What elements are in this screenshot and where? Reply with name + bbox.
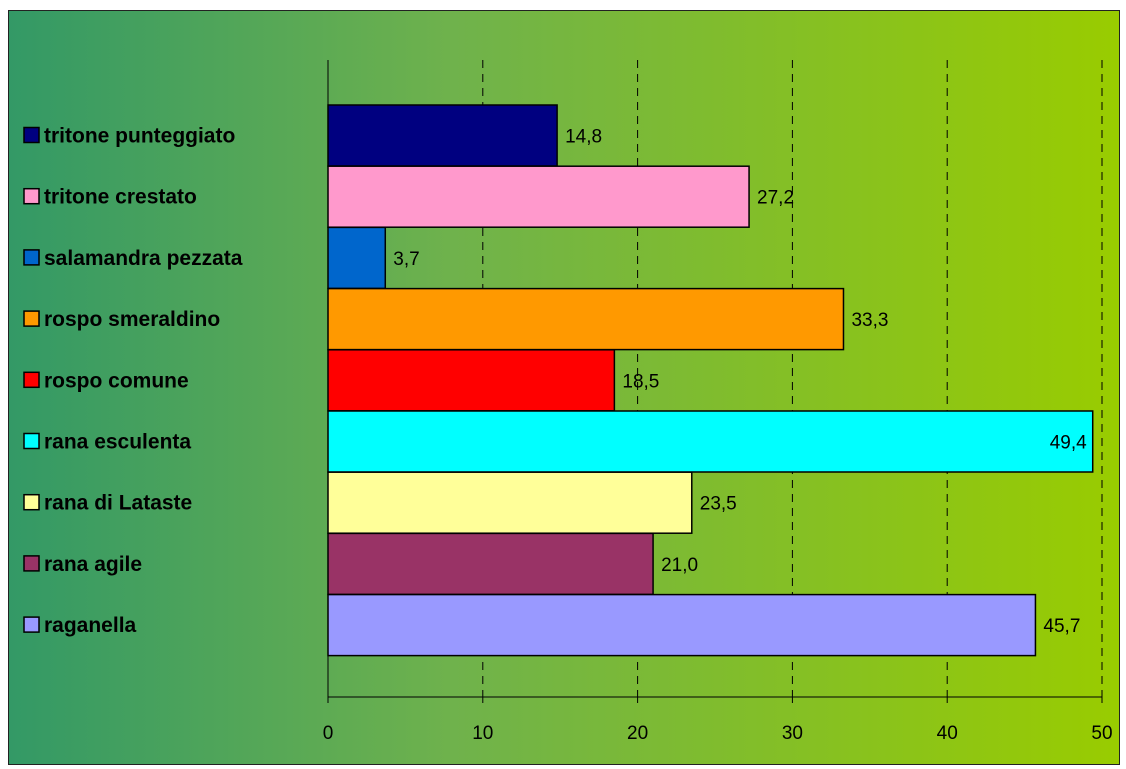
bar: [328, 533, 653, 594]
legend-entry: salamandra pezzata: [44, 247, 243, 270]
legend-entry: rospo comune: [44, 369, 189, 392]
legend-swatch: [24, 556, 39, 571]
x-tick-label: 10: [472, 723, 493, 744]
legend-swatch: [24, 495, 39, 510]
data-label: 21,0: [661, 555, 698, 576]
legend-swatch: [24, 189, 39, 204]
x-tick-label: 40: [937, 723, 958, 744]
legend-swatch: [24, 617, 39, 632]
legend-swatch: [24, 128, 39, 143]
data-label: 18,5: [622, 371, 659, 392]
bar: [328, 595, 1035, 656]
bar: [328, 472, 692, 533]
legend-swatch: [24, 250, 39, 265]
x-tick-label: 50: [1091, 723, 1112, 744]
legend-entry: rospo smeraldino: [44, 308, 220, 331]
data-label: 33,3: [851, 310, 888, 331]
x-tick-label: 0: [323, 723, 334, 744]
bar: [328, 105, 557, 166]
legend-entry: rana di Lataste: [44, 492, 192, 515]
legend-entry: raganella: [44, 614, 137, 637]
x-tick-label: 20: [627, 723, 648, 744]
legend: tritone punteggiato tritone crestato salam…: [24, 125, 243, 638]
legend-swatch: [24, 434, 39, 449]
legend-entry: rana esculenta: [44, 431, 191, 454]
bar: [328, 350, 614, 411]
data-label: 49,4: [1050, 433, 1087, 454]
legend-swatch: [24, 372, 39, 387]
bars: [328, 105, 1093, 656]
legend-entry: rana agile: [44, 553, 142, 576]
bar: [328, 227, 385, 288]
data-label: 45,7: [1043, 616, 1080, 637]
data-label: 23,5: [700, 494, 737, 515]
bar: [328, 411, 1093, 472]
data-label: 27,2: [757, 188, 794, 209]
bar: [328, 289, 843, 350]
legend-entry: tritone crestato: [44, 186, 197, 209]
data-label: 3,7: [393, 249, 419, 270]
x-tick-label: 30: [782, 723, 803, 744]
legend-swatch: [24, 311, 39, 326]
bar: [328, 166, 749, 227]
data-label: 14,8: [565, 127, 602, 148]
legend-entry: tritone punteggiato: [44, 125, 235, 148]
